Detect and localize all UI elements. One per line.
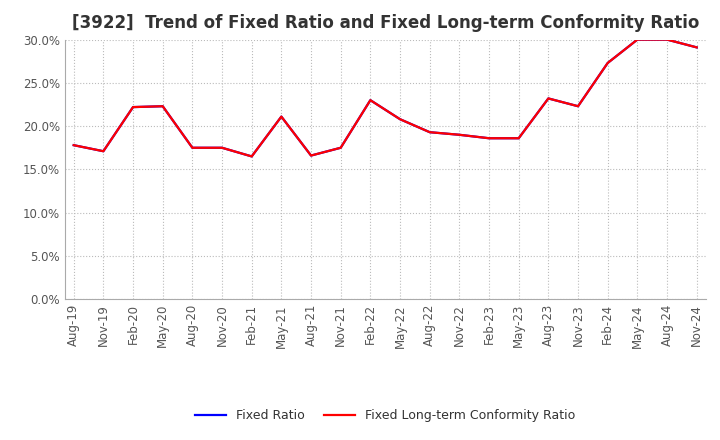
Fixed Long-term Conformity Ratio: [693, 45, 701, 50]
Fixed Ratio: [277, 114, 286, 119]
Fixed Long-term Conformity Ratio: [455, 132, 464, 137]
Fixed Long-term Conformity Ratio: [307, 153, 315, 158]
Fixed Ratio: [366, 98, 374, 103]
Fixed Ratio: [396, 117, 405, 122]
Fixed Long-term Conformity Ratio: [544, 96, 553, 101]
Fixed Ratio: [99, 149, 108, 154]
Fixed Long-term Conformity Ratio: [603, 60, 612, 66]
Line: Fixed Ratio: Fixed Ratio: [73, 40, 697, 156]
Fixed Ratio: [693, 45, 701, 50]
Fixed Long-term Conformity Ratio: [217, 145, 226, 150]
Fixed Long-term Conformity Ratio: [396, 117, 405, 122]
Fixed Long-term Conformity Ratio: [485, 136, 493, 141]
Fixed Ratio: [158, 103, 167, 109]
Fixed Ratio: [336, 145, 345, 150]
Fixed Ratio: [69, 143, 78, 148]
Fixed Long-term Conformity Ratio: [277, 114, 286, 119]
Legend: Fixed Ratio, Fixed Long-term Conformity Ratio: Fixed Ratio, Fixed Long-term Conformity …: [190, 404, 580, 427]
Fixed Ratio: [485, 136, 493, 141]
Fixed Long-term Conformity Ratio: [514, 136, 523, 141]
Fixed Long-term Conformity Ratio: [99, 149, 108, 154]
Fixed Ratio: [544, 96, 553, 101]
Fixed Long-term Conformity Ratio: [129, 104, 138, 110]
Fixed Ratio: [217, 145, 226, 150]
Fixed Long-term Conformity Ratio: [574, 103, 582, 109]
Fixed Ratio: [248, 154, 256, 159]
Fixed Ratio: [633, 37, 642, 42]
Line: Fixed Long-term Conformity Ratio: Fixed Long-term Conformity Ratio: [73, 40, 697, 156]
Fixed Long-term Conformity Ratio: [336, 145, 345, 150]
Fixed Long-term Conformity Ratio: [366, 98, 374, 103]
Fixed Long-term Conformity Ratio: [188, 145, 197, 150]
Fixed Ratio: [129, 104, 138, 110]
Fixed Ratio: [188, 145, 197, 150]
Fixed Long-term Conformity Ratio: [426, 129, 434, 135]
Fixed Ratio: [603, 60, 612, 66]
Fixed Long-term Conformity Ratio: [158, 103, 167, 109]
Fixed Long-term Conformity Ratio: [248, 154, 256, 159]
Fixed Long-term Conformity Ratio: [633, 37, 642, 42]
Fixed Ratio: [662, 37, 671, 42]
Fixed Ratio: [307, 153, 315, 158]
Fixed Ratio: [426, 129, 434, 135]
Fixed Ratio: [574, 103, 582, 109]
Title: [3922]  Trend of Fixed Ratio and Fixed Long-term Conformity Ratio: [3922] Trend of Fixed Ratio and Fixed Lo…: [71, 15, 699, 33]
Fixed Ratio: [514, 136, 523, 141]
Fixed Ratio: [455, 132, 464, 137]
Fixed Long-term Conformity Ratio: [662, 37, 671, 42]
Fixed Long-term Conformity Ratio: [69, 143, 78, 148]
